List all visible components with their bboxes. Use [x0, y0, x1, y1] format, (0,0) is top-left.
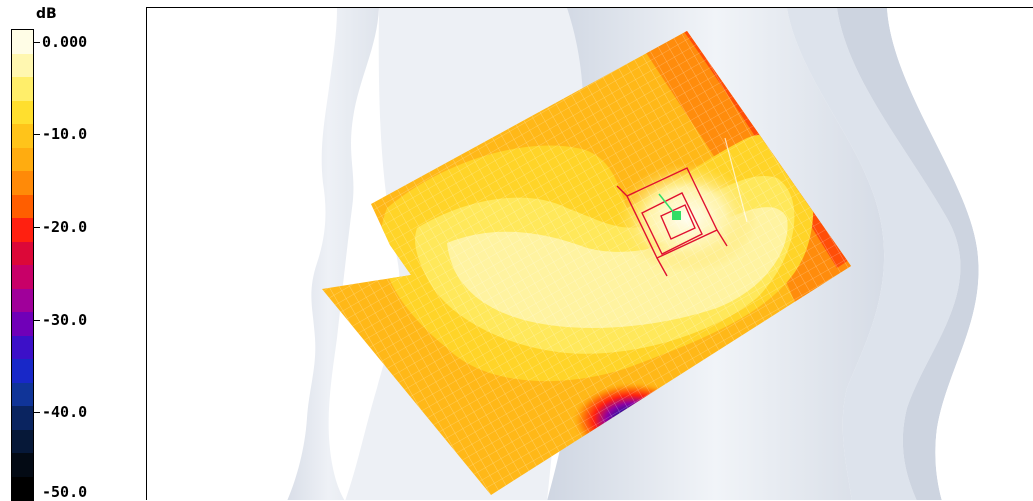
- legend-color-swatch: [12, 312, 33, 336]
- legend-color-swatch: [12, 288, 33, 312]
- probe-outline: [616, 167, 728, 277]
- legend-color-swatch: [12, 406, 33, 430]
- legend-label-40: -40.0: [42, 403, 88, 421]
- legend-label-50: -50.0: [42, 483, 88, 501]
- legend-tick: [34, 227, 40, 228]
- probe-axis-indicator: [658, 193, 675, 214]
- measurement-point-marker: [672, 211, 681, 220]
- legend-label-30: -30.0: [42, 311, 88, 329]
- legend-color-swatch: [12, 265, 33, 289]
- legend-color-swatch: [12, 218, 33, 242]
- reference-line: [724, 137, 748, 223]
- legend-label-0: 0.000: [42, 33, 88, 51]
- legend-color-swatch: [12, 147, 33, 171]
- legend-tick: [34, 42, 40, 43]
- legend-color-swatch: [12, 335, 33, 359]
- legend-color-swatch: [12, 30, 33, 54]
- legend-color-swatch: [12, 77, 33, 101]
- color-scale-bar: [11, 29, 34, 501]
- legend-tick: [34, 412, 40, 413]
- legend-color-swatch: [12, 382, 33, 406]
- field-distribution-canvas: [287, 8, 1033, 500]
- legend-color-swatch: [12, 171, 33, 195]
- 3d-viewport[interactable]: [146, 7, 1033, 500]
- legend-label-10: -10.0: [42, 125, 88, 143]
- legend-label-20: -20.0: [42, 218, 88, 236]
- color-scale-legend: dB 0.000 -10.0 -20.0 -30.0 -40.0 -50.0: [0, 0, 140, 501]
- legend-color-swatch: [12, 124, 33, 148]
- legend-tick: [34, 134, 40, 135]
- legend-color-swatch: [12, 194, 33, 218]
- legend-color-swatch: [12, 359, 33, 383]
- legend-tick: [34, 320, 40, 321]
- legend-color-swatch: [12, 476, 33, 500]
- legend-color-swatch: [12, 453, 33, 477]
- legend-unit-label: dB: [36, 6, 57, 22]
- legend-color-swatch: [12, 241, 33, 265]
- legend-color-swatch: [12, 429, 33, 453]
- legend-color-swatch: [12, 53, 33, 77]
- legend-color-swatch: [12, 100, 33, 124]
